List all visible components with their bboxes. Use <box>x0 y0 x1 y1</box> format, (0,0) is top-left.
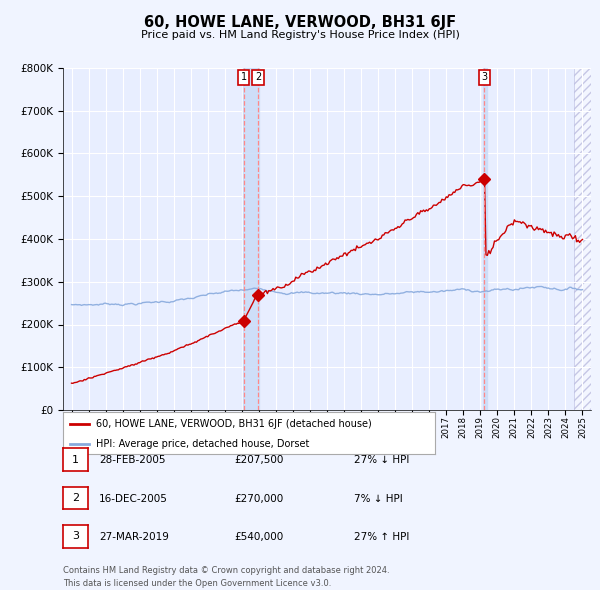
Text: £270,000: £270,000 <box>234 494 283 503</box>
Text: 3: 3 <box>481 72 487 82</box>
Text: Price paid vs. HM Land Registry's House Price Index (HPI): Price paid vs. HM Land Registry's House … <box>140 30 460 40</box>
Text: 28-FEB-2005: 28-FEB-2005 <box>99 455 166 465</box>
Text: 60, HOWE LANE, VERWOOD, BH31 6JF (detached house): 60, HOWE LANE, VERWOOD, BH31 6JF (detach… <box>97 419 372 429</box>
Text: 16-DEC-2005: 16-DEC-2005 <box>99 494 168 503</box>
Text: 2: 2 <box>255 72 261 82</box>
Text: 3: 3 <box>72 532 79 541</box>
Bar <box>242 68 259 410</box>
Text: 1: 1 <box>241 72 247 82</box>
Text: 27-MAR-2019: 27-MAR-2019 <box>99 532 169 542</box>
Text: 27% ↓ HPI: 27% ↓ HPI <box>354 455 409 465</box>
Bar <box>482 68 487 410</box>
Text: This data is licensed under the Open Government Licence v3.0.: This data is licensed under the Open Gov… <box>63 579 331 588</box>
Text: 27% ↑ HPI: 27% ↑ HPI <box>354 532 409 542</box>
Text: Contains HM Land Registry data © Crown copyright and database right 2024.: Contains HM Land Registry data © Crown c… <box>63 566 389 575</box>
Text: 1: 1 <box>72 455 79 464</box>
Text: £207,500: £207,500 <box>234 455 283 465</box>
Text: HPI: Average price, detached house, Dorset: HPI: Average price, detached house, Dors… <box>97 439 310 448</box>
Text: 2: 2 <box>72 493 79 503</box>
Text: £540,000: £540,000 <box>234 532 283 542</box>
Text: 7% ↓ HPI: 7% ↓ HPI <box>354 494 403 503</box>
Text: 60, HOWE LANE, VERWOOD, BH31 6JF: 60, HOWE LANE, VERWOOD, BH31 6JF <box>144 15 456 30</box>
